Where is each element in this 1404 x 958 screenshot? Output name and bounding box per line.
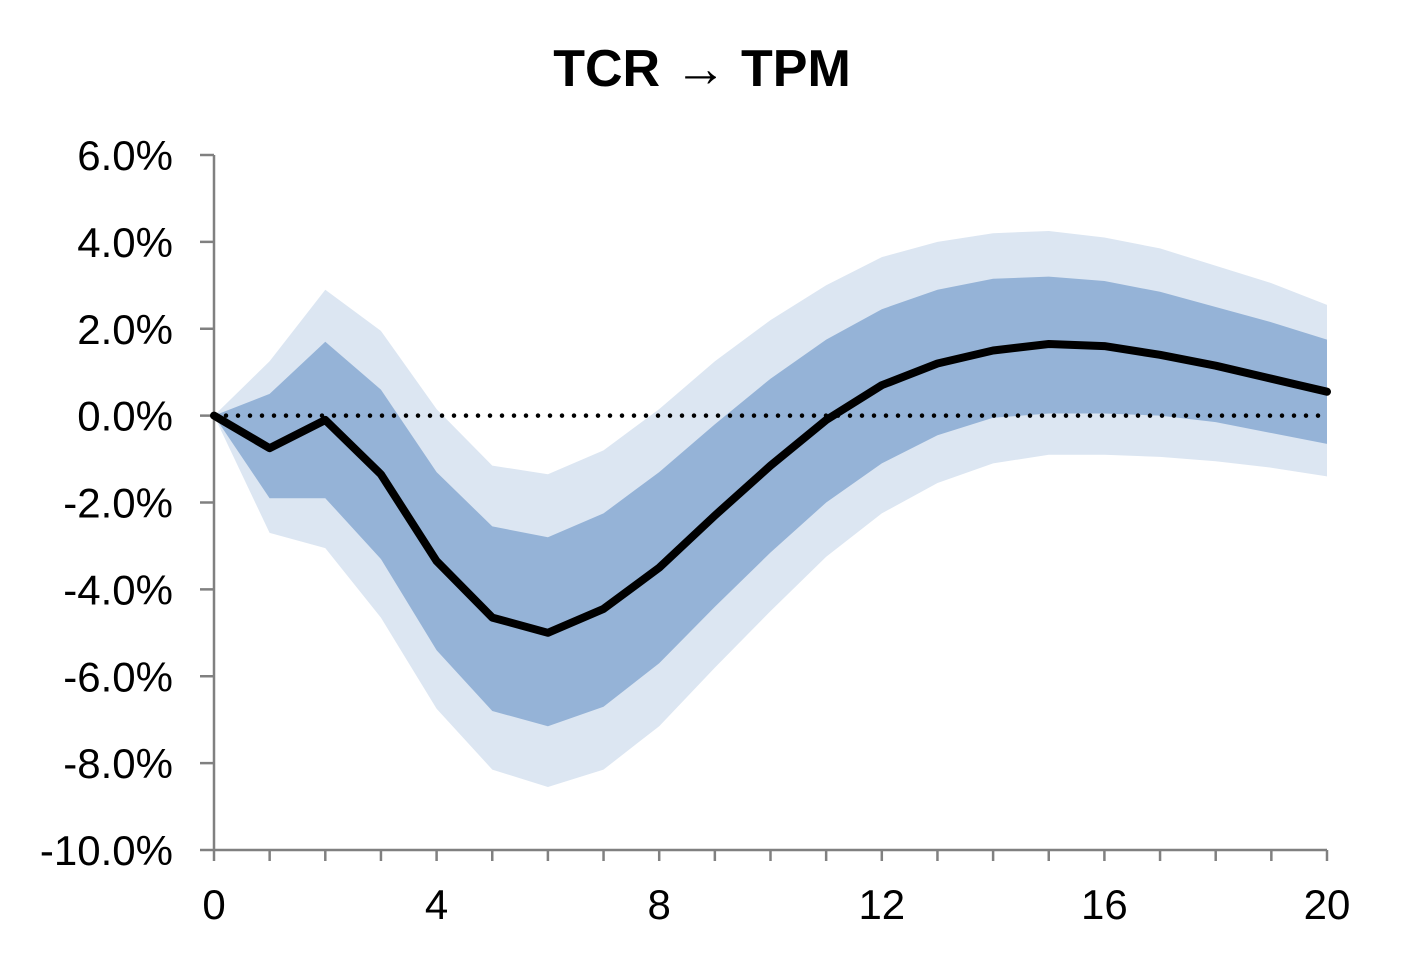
x-tick-label: 8 bbox=[648, 881, 671, 928]
y-tick-label: 6.0% bbox=[77, 132, 173, 179]
y-tick-label: -6.0% bbox=[63, 653, 173, 700]
x-tick-label: 20 bbox=[1304, 881, 1351, 928]
x-tick-label: 4 bbox=[425, 881, 448, 928]
y-tick-label: 0.0% bbox=[77, 393, 173, 440]
median-line-layer bbox=[210, 340, 1331, 637]
y-tick-label: -10.0% bbox=[40, 827, 173, 874]
y-tick-label: -2.0% bbox=[63, 480, 173, 527]
y-tick-label: -8.0% bbox=[63, 740, 173, 787]
chart-title: TCR → TPM bbox=[553, 40, 851, 98]
y-tick-label: -4.0% bbox=[63, 566, 173, 613]
y-tick-label: 4.0% bbox=[77, 219, 173, 266]
x-tick-label: 12 bbox=[858, 881, 905, 928]
y-tick-label: 2.0% bbox=[77, 306, 173, 353]
median-response-line bbox=[210, 340, 1331, 637]
axes-layer: 6.0% 4.0% 2.0% 0.0% -2.0% -4.0% -6.0% -8.0% -10.… bbox=[40, 132, 1350, 928]
x-tick-label: 0 bbox=[202, 881, 225, 928]
bands-layer bbox=[214, 231, 1327, 787]
x-tick-label: 16 bbox=[1081, 881, 1128, 928]
